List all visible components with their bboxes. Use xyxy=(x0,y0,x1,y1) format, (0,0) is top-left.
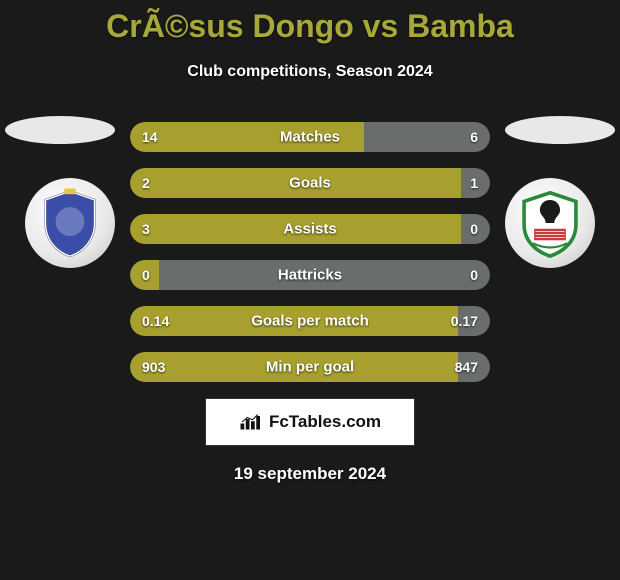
shield-icon xyxy=(34,187,106,259)
stat-row: Assists30 xyxy=(130,214,490,244)
team-logo-left xyxy=(25,178,115,268)
ellipse-right xyxy=(505,116,615,144)
date-label: 19 september 2024 xyxy=(0,464,620,484)
stat-value-right: 6 xyxy=(470,129,478,145)
stat-row: Hattricks00 xyxy=(130,260,490,290)
stat-row: Matches146 xyxy=(130,122,490,152)
shield-icon xyxy=(514,187,586,259)
stat-value-right: 0.17 xyxy=(451,313,478,329)
stat-bar-left xyxy=(130,168,461,198)
stat-value-left: 2 xyxy=(142,175,150,191)
team-logo-right xyxy=(505,178,595,268)
stat-row: Goals per match0.140.17 xyxy=(130,306,490,336)
stat-value-left: 3 xyxy=(142,221,150,237)
comparison-panel: Matches146Goals21Assists30Hattricks00Goa… xyxy=(0,116,620,382)
bars-icon xyxy=(239,412,263,432)
ellipse-left xyxy=(5,116,115,144)
stat-bar-left xyxy=(130,122,364,152)
page-title: CrÃ©sus Dongo vs Bamba xyxy=(0,0,620,45)
stat-bar-left xyxy=(130,306,458,336)
subtitle: Club competitions, Season 2024 xyxy=(0,63,620,81)
stat-value-right: 1 xyxy=(470,175,478,191)
stat-row: Min per goal903847 xyxy=(130,352,490,382)
stat-value-left: 0 xyxy=(142,267,150,283)
stat-bars: Matches146Goals21Assists30Hattricks00Goa… xyxy=(130,116,490,382)
stat-value-left: 0.14 xyxy=(142,313,169,329)
stat-bar-left xyxy=(130,214,461,244)
fctables-logo: FcTables.com xyxy=(239,412,381,432)
stat-value-right: 847 xyxy=(455,359,478,375)
stat-value-right: 0 xyxy=(470,267,478,283)
stat-value-left: 14 xyxy=(142,129,158,145)
footer-text: FcTables.com xyxy=(269,412,381,432)
footer-badge: FcTables.com xyxy=(205,398,415,446)
stat-value-left: 903 xyxy=(142,359,165,375)
stat-row: Goals21 xyxy=(130,168,490,198)
stat-bar-right xyxy=(159,260,490,290)
stat-bar-left xyxy=(130,352,458,382)
stat-value-right: 0 xyxy=(470,221,478,237)
